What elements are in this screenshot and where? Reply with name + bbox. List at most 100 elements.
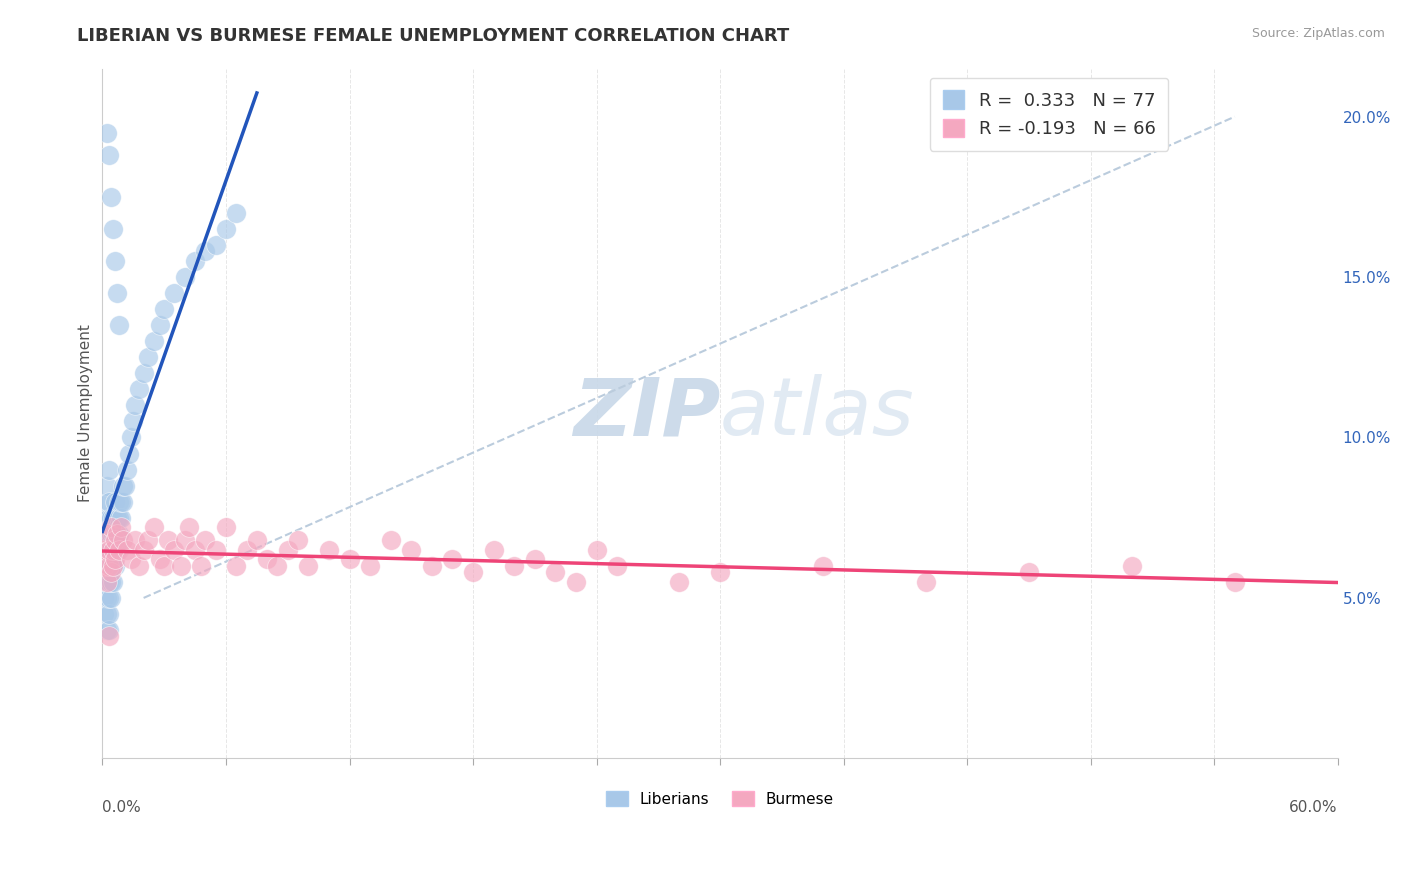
Point	[101, 542, 124, 557]
Text: atlas: atlas	[720, 375, 915, 452]
Point	[96, 623, 118, 637]
Point	[93, 558, 115, 573]
Point	[110, 494, 132, 508]
Point	[101, 574, 124, 589]
Point	[401, 542, 423, 557]
Point	[100, 566, 122, 580]
Point	[100, 574, 122, 589]
Point	[359, 558, 381, 573]
Point	[215, 222, 238, 236]
Point	[105, 286, 128, 301]
Point	[170, 558, 193, 573]
Point	[523, 552, 546, 566]
Point	[128, 383, 150, 397]
Point	[120, 552, 142, 566]
Point	[266, 558, 288, 573]
Point	[93, 574, 115, 589]
Point	[204, 238, 226, 252]
Text: Source: ZipAtlas.com: Source: ZipAtlas.com	[1251, 27, 1385, 40]
Point	[96, 478, 118, 492]
Point	[136, 351, 159, 365]
Point	[124, 533, 146, 548]
Point	[108, 510, 131, 524]
Point	[105, 510, 128, 524]
Point	[101, 510, 124, 524]
Point	[104, 558, 127, 573]
Point	[461, 566, 484, 580]
Point	[104, 533, 127, 548]
Point	[124, 398, 146, 412]
Point	[112, 533, 135, 548]
Point	[297, 558, 319, 573]
Point	[96, 526, 118, 541]
Text: 60.0%: 60.0%	[1289, 800, 1337, 814]
Point	[104, 526, 127, 541]
Point	[108, 526, 131, 541]
Point	[115, 462, 138, 476]
Point	[101, 526, 124, 541]
Point	[104, 254, 127, 268]
Point	[100, 510, 122, 524]
Point	[105, 526, 128, 541]
Point	[163, 542, 186, 557]
Point	[97, 591, 120, 605]
Point	[225, 206, 247, 220]
Text: LIBERIAN VS BURMESE FEMALE UNEMPLOYMENT CORRELATION CHART: LIBERIAN VS BURMESE FEMALE UNEMPLOYMENT …	[77, 27, 790, 45]
Point	[668, 574, 690, 589]
Point	[132, 367, 155, 381]
Point	[118, 446, 141, 460]
Point	[97, 623, 120, 637]
Point	[97, 558, 120, 573]
Point	[93, 607, 115, 621]
Point	[112, 494, 135, 508]
Point	[100, 520, 122, 534]
Point	[482, 542, 505, 557]
Point	[104, 552, 127, 566]
Point	[110, 520, 132, 534]
Point	[122, 414, 145, 428]
Point	[153, 302, 176, 317]
Point	[108, 494, 131, 508]
Point	[100, 558, 122, 573]
Point	[112, 478, 135, 492]
Point	[184, 542, 207, 557]
Text: 0.0%: 0.0%	[103, 800, 141, 814]
Text: ZIP: ZIP	[572, 375, 720, 452]
Point	[96, 126, 118, 140]
Point	[277, 542, 299, 557]
Point	[190, 558, 212, 573]
Point	[173, 533, 195, 548]
Point	[97, 510, 120, 524]
Point	[142, 520, 165, 534]
Point	[96, 574, 118, 589]
Point	[93, 558, 115, 573]
Point	[100, 190, 122, 204]
Point	[97, 494, 120, 508]
Point	[97, 526, 120, 541]
Point	[157, 533, 180, 548]
Point	[97, 542, 120, 557]
Point	[104, 542, 127, 557]
Point	[194, 533, 217, 548]
Point	[163, 286, 186, 301]
Point	[96, 510, 118, 524]
Point	[100, 526, 122, 541]
Point	[585, 542, 607, 557]
Point	[108, 318, 131, 333]
Point	[441, 552, 464, 566]
Point	[101, 222, 124, 236]
Point	[503, 558, 526, 573]
Point	[380, 533, 402, 548]
Point	[142, 334, 165, 349]
Point	[225, 558, 247, 573]
Point	[339, 552, 361, 566]
Point	[709, 566, 731, 580]
Point	[96, 494, 118, 508]
Point	[287, 533, 309, 548]
Point	[149, 552, 172, 566]
Point	[100, 542, 122, 557]
Point	[184, 254, 207, 268]
Point	[1121, 558, 1143, 573]
Point	[105, 526, 128, 541]
Point	[97, 558, 120, 573]
